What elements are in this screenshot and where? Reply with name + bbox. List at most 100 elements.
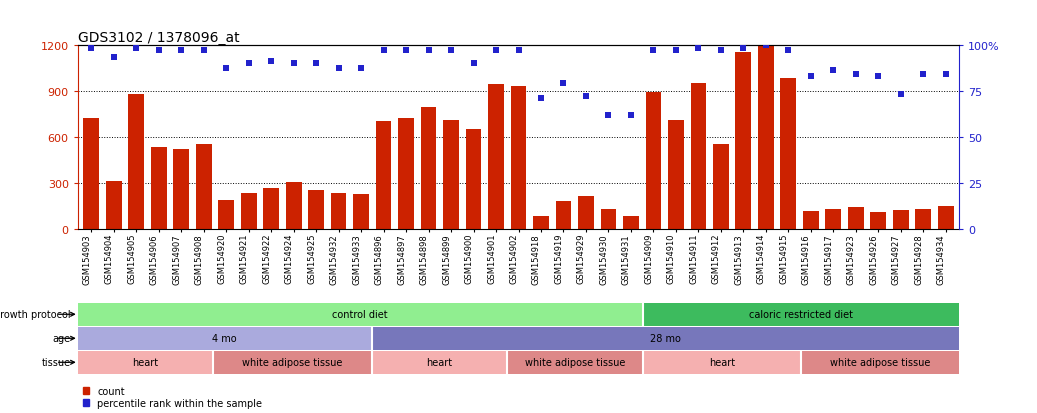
Point	[285, 60, 302, 67]
Point	[847, 71, 864, 78]
Point	[600, 112, 617, 119]
Bar	[173, 150, 189, 229]
Bar	[781, 79, 796, 229]
Text: white adipose tissue: white adipose tissue	[243, 357, 342, 368]
Bar	[375, 122, 391, 229]
Point	[195, 47, 212, 54]
Bar	[916, 209, 931, 229]
Point	[803, 74, 819, 80]
Point	[825, 68, 842, 74]
Point	[555, 81, 571, 87]
Bar	[691, 84, 706, 229]
Text: caloric restricted diet: caloric restricted diet	[749, 309, 853, 320]
Bar	[78, 303, 643, 326]
Bar	[758, 45, 774, 229]
Point	[466, 60, 482, 67]
Bar	[106, 182, 121, 229]
Point	[578, 94, 594, 100]
Bar	[308, 190, 324, 229]
Bar	[398, 119, 414, 229]
Text: 28 mo: 28 mo	[650, 333, 681, 344]
Point	[331, 66, 347, 73]
Bar	[78, 327, 371, 350]
Bar	[578, 196, 594, 229]
Point	[262, 59, 279, 65]
Bar	[600, 209, 616, 229]
Bar	[263, 189, 279, 229]
Bar	[848, 208, 864, 229]
Point	[915, 71, 931, 78]
Text: control diet: control diet	[333, 309, 388, 320]
Bar	[241, 193, 256, 229]
Point	[241, 60, 257, 67]
Bar	[713, 145, 729, 229]
Point	[712, 47, 729, 54]
Legend: count, percentile rank within the sample: count, percentile rank within the sample	[83, 386, 262, 408]
Bar	[533, 216, 549, 229]
Point	[487, 47, 504, 54]
Point	[375, 47, 392, 54]
Bar	[825, 209, 841, 229]
Bar	[78, 351, 214, 374]
Point	[533, 95, 550, 102]
Point	[870, 74, 887, 80]
Bar	[556, 202, 571, 229]
Text: GDS3102 / 1378096_at: GDS3102 / 1378096_at	[78, 31, 240, 45]
Bar	[668, 121, 683, 229]
Bar	[286, 183, 302, 229]
Text: white adipose tissue: white adipose tissue	[830, 357, 930, 368]
Point	[645, 47, 662, 54]
Text: growth protocol: growth protocol	[0, 309, 71, 320]
Point	[690, 46, 706, 52]
Text: 4 mo: 4 mo	[213, 333, 237, 344]
Point	[443, 47, 459, 54]
Bar	[421, 108, 437, 229]
Text: heart: heart	[426, 357, 452, 368]
Point	[353, 66, 369, 73]
Point	[420, 47, 437, 54]
Bar	[214, 351, 371, 374]
Bar	[354, 195, 369, 229]
Bar	[83, 119, 100, 229]
Bar	[870, 212, 887, 229]
Bar	[646, 93, 662, 229]
Point	[83, 46, 100, 52]
Bar	[893, 211, 908, 229]
Bar	[466, 130, 481, 229]
Bar	[219, 201, 234, 229]
Bar	[803, 211, 818, 229]
Point	[510, 47, 527, 54]
Point	[758, 42, 775, 49]
Bar	[371, 351, 507, 374]
Bar	[150, 148, 167, 229]
Bar	[643, 303, 959, 326]
Text: heart: heart	[133, 357, 159, 368]
Text: heart: heart	[709, 357, 735, 368]
Point	[622, 112, 639, 119]
Bar	[196, 145, 212, 229]
Point	[735, 46, 752, 52]
Bar	[371, 327, 959, 350]
Bar	[623, 216, 639, 229]
Point	[398, 47, 415, 54]
Point	[150, 47, 167, 54]
Bar	[488, 85, 504, 229]
Bar	[801, 351, 959, 374]
Point	[780, 47, 796, 54]
Bar	[937, 206, 954, 229]
Point	[106, 55, 122, 62]
Point	[218, 66, 234, 73]
Point	[937, 71, 954, 78]
Bar	[510, 87, 527, 229]
Point	[668, 47, 684, 54]
Bar	[507, 351, 643, 374]
Point	[308, 60, 325, 67]
Bar	[443, 121, 459, 229]
Bar	[331, 193, 346, 229]
Point	[893, 92, 909, 98]
Point	[128, 46, 144, 52]
Point	[173, 47, 190, 54]
Bar	[129, 95, 144, 229]
Bar	[643, 351, 801, 374]
Bar	[735, 53, 751, 229]
